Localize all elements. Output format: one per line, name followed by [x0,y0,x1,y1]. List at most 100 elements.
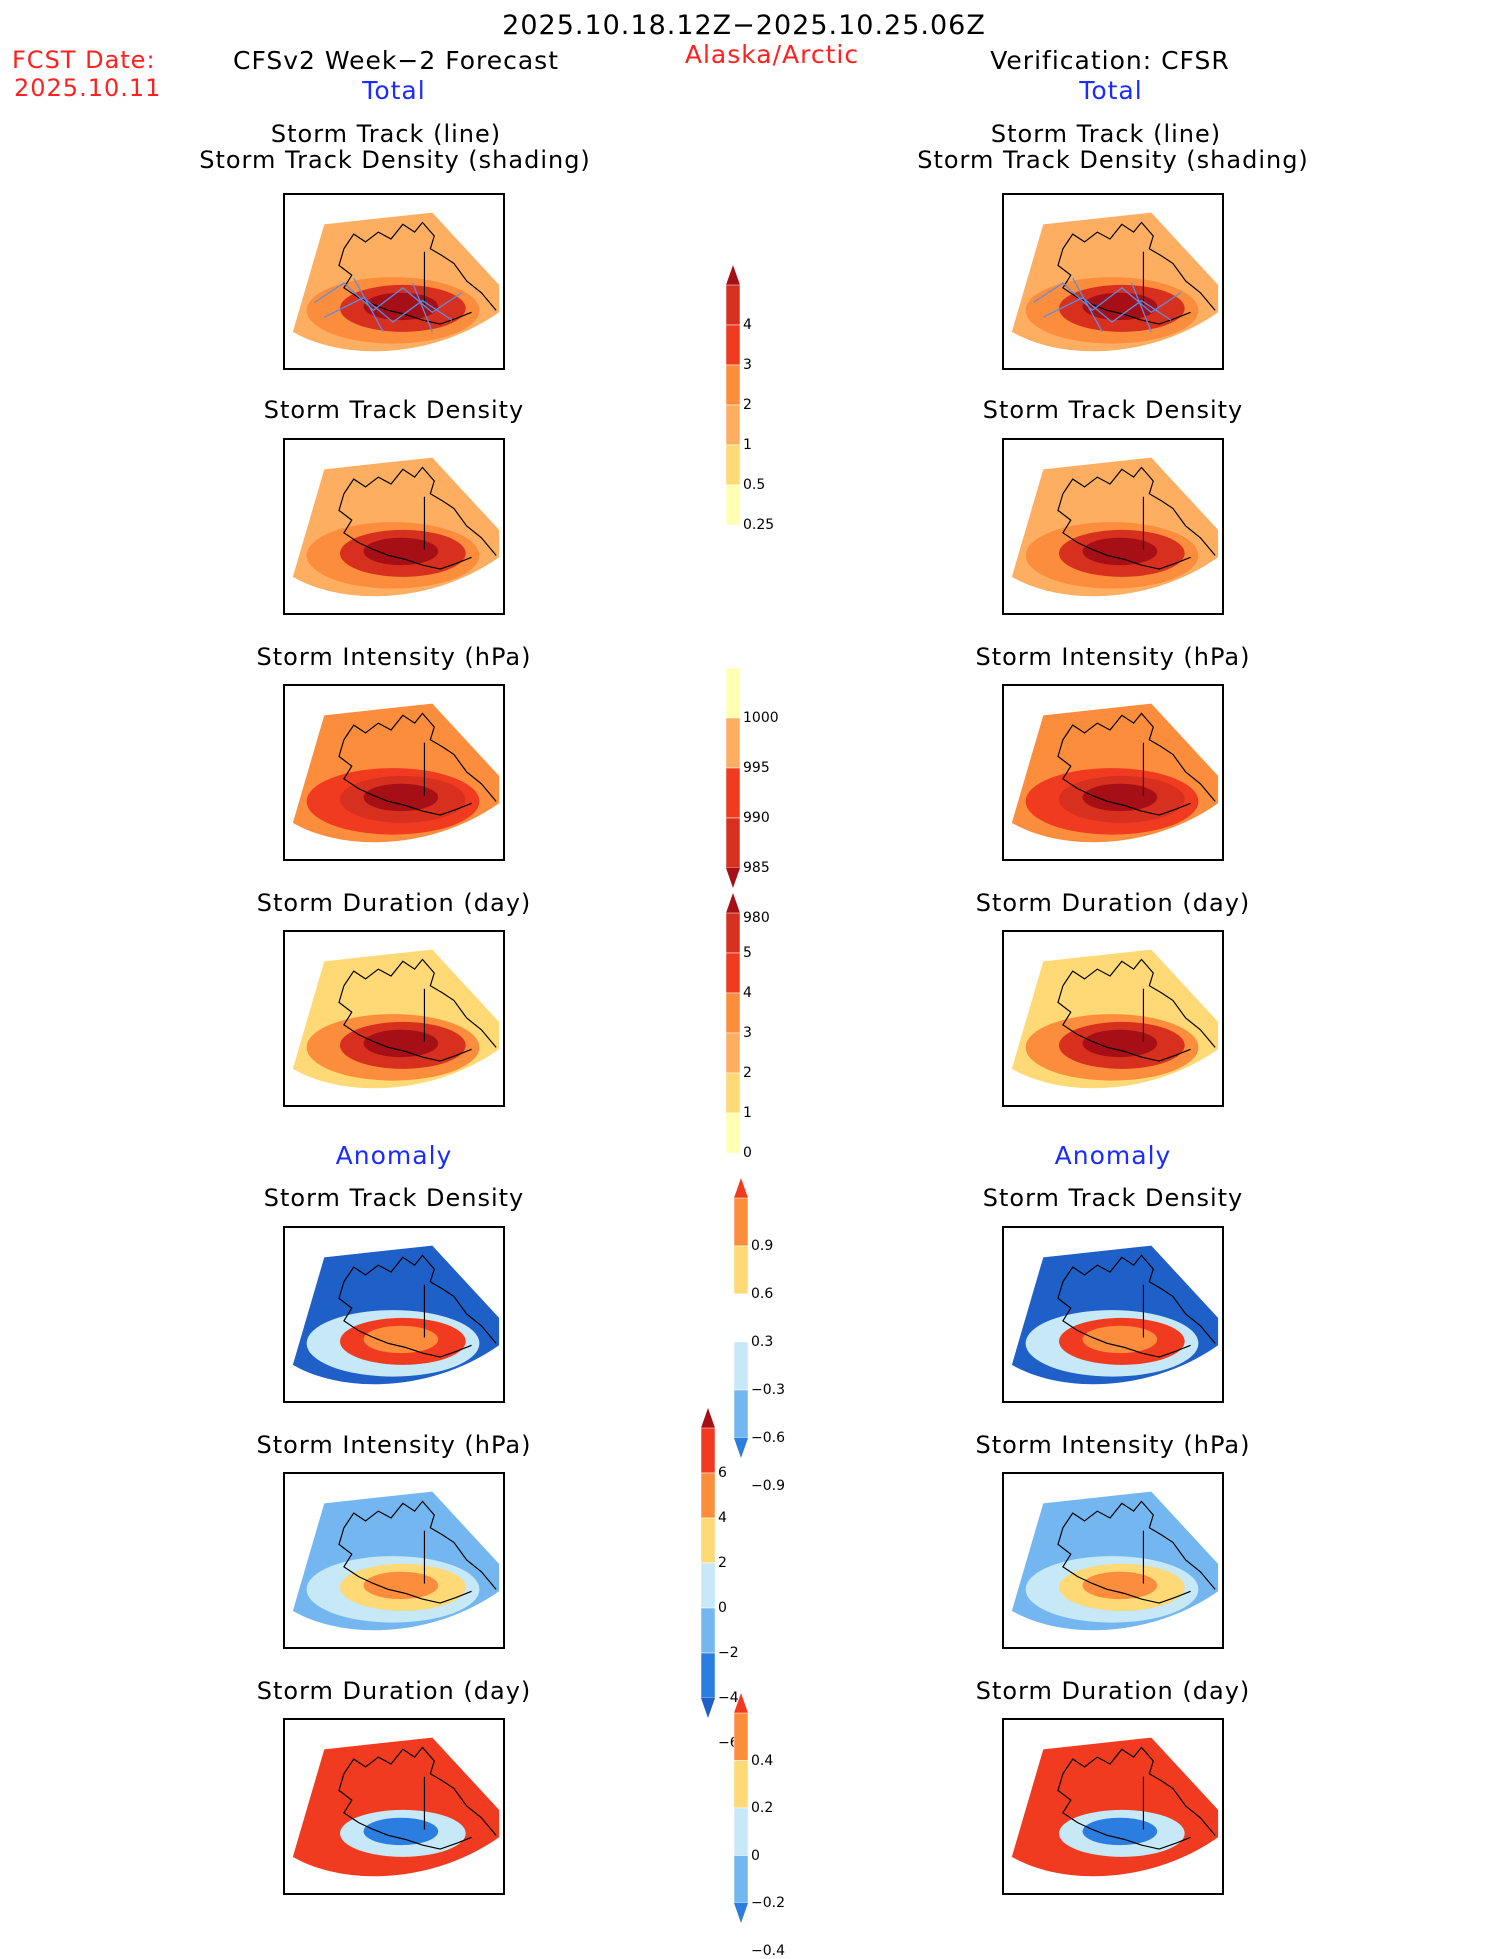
map-forecast-duration [283,930,505,1107]
colorbar-block [725,992,741,1034]
colorbar-density: 4 3 2 1 0.5 0.25 [725,265,805,545]
map-verification-anom-intensity [1002,1472,1224,1649]
colorbar-block [700,1562,716,1609]
colorbar-swatch [733,1178,749,1458]
map-canvas [292,1245,500,1385]
coastline [1057,221,1216,325]
coastline [1057,466,1216,570]
forecast-total-label: Total [362,76,426,105]
shading-core [1082,1571,1158,1600]
colorbar-intensity: 1000 995 990 985 980 [725,648,805,926]
colorbar-block [733,1760,749,1809]
shading-core [363,1029,439,1058]
map-canvas [1011,1737,1219,1877]
coastline [1057,1254,1216,1358]
colorbar-bottom-arrow [734,1903,748,1923]
map-verification-anom-density [1002,1226,1224,1403]
map-canvas [292,1491,500,1631]
colorbar-tick-label: 4 [718,1510,727,1526]
map-forecast-intensity [283,684,505,861]
shading-core [363,1571,439,1600]
title-track-density-right: Storm Track Density [982,396,1244,424]
title-track-density-shading-right: Storm Track Density (shading) [917,146,1309,174]
shading-core [363,1817,439,1846]
colorbar-duration: 5 4 3 2 1 0 [725,893,805,1173]
colorbar-top-arrow [734,1693,748,1713]
colorbar-tick-label: −4 [718,1690,739,1706]
colorbar-top-arrow [726,648,740,668]
colorbar-block [725,484,741,526]
colorbar-tick-label: −6 [718,1735,739,1751]
shading-core [1082,537,1158,566]
colorbar-tick-label: −0.6 [751,1430,785,1446]
fcst-date-label: FCST Date: [12,46,156,74]
colorbar-tick-label: 0.5 [743,477,766,493]
map-canvas [1011,1245,1219,1385]
forecast-anomaly-label: Anomaly [335,1141,453,1170]
title-anom-density-right: Storm Track Density [982,1184,1244,1212]
date-range-title: 2025.10.18.12Z−2025.10.25.06Z [502,10,986,41]
coastline [338,221,497,325]
coastline [1057,1746,1216,1850]
map-canvas [1011,212,1219,352]
colorbar-block [725,767,741,819]
colorbar-block [725,1072,741,1114]
colorbar-tick-label: 1 [743,437,752,453]
map-canvas [1011,1491,1219,1631]
colorbar-tick-label: −0.9 [751,1478,785,1494]
colorbar-bottom-arrow [734,1438,748,1458]
colorbar-block [700,1472,716,1519]
title-duration-right: Storm Duration (day) [975,889,1251,917]
shading-core [1082,1817,1158,1846]
colorbar-block [725,817,741,869]
colorbar-tick-label: 1000 [743,710,779,726]
colorbar-block [725,952,741,994]
colorbar-block [700,1427,716,1474]
colorbar-tick-label: 0 [743,1145,752,1161]
colorbar-swatch [700,1408,716,1718]
colorbar-block [733,1245,749,1295]
coastline [1057,1500,1216,1604]
colorbar-top-arrow [726,265,740,285]
title-track-density-left: Storm Track Density [263,396,525,424]
coastline [338,1746,497,1850]
colorbar-block [725,667,741,719]
storm-tracks [1033,277,1182,333]
colorbar-swatch [725,648,741,888]
shading-core [1082,783,1158,812]
coastline [338,1500,497,1604]
colorbar-top-arrow [734,1178,748,1198]
map-forecast-track-density [283,438,505,615]
colorbar-tick-label: −0.2 [751,1895,785,1911]
colorbar-block [725,717,741,769]
colorbar-block [733,1197,749,1247]
map-canvas [1011,703,1219,843]
colorbar-block [733,1293,749,1343]
coastline [338,712,497,816]
map-verification-track-density-lines [1002,193,1224,370]
title-anom-duration-left: Storm Duration (day) [256,1677,532,1705]
storm-tracks [314,277,463,333]
colorbar-tick-label: 0.2 [751,1800,774,1816]
title-intensity-left: Storm Intensity (hPa) [256,643,532,671]
map-forecast-anom-intensity [283,1472,505,1649]
colorbar-tick-label: 2 [743,397,752,413]
map-verification-intensity [1002,684,1224,861]
colorbar-block [700,1607,716,1654]
colorbar-block [700,1517,716,1564]
colorbar-block [733,1807,749,1856]
colorbar-tick-label: 3 [743,1025,752,1041]
colorbar-tick-label: 985 [743,860,770,876]
colorbar-tick-label: −0.4 [751,1942,785,1959]
colorbar-tick-label: 995 [743,760,770,776]
map-canvas [1011,949,1219,1089]
colorbar-tick-label: −2 [718,1645,739,1661]
colorbar-tick-label: 0.25 [743,517,775,533]
shading-core [363,783,439,812]
map-verification-track-density [1002,438,1224,615]
title-track-line-right: Storm Track (line) [990,120,1222,148]
coastline [338,1254,497,1358]
verification-total-label: Total [1079,76,1143,105]
map-canvas [1011,457,1219,597]
title-anom-duration-right: Storm Duration (day) [975,1677,1251,1705]
